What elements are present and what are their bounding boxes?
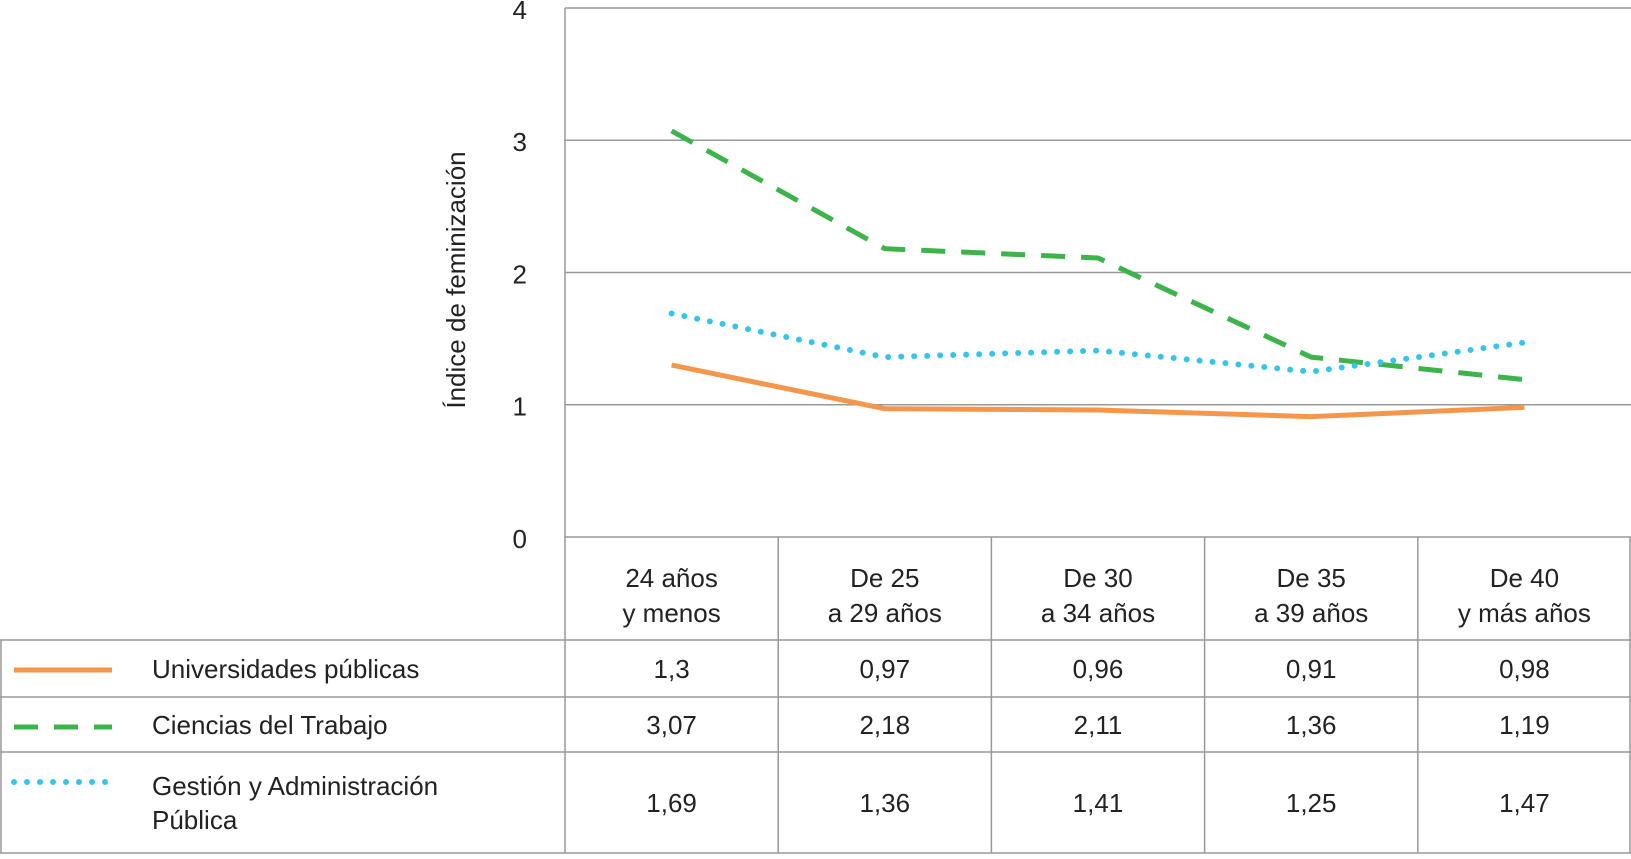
table-value: 0,96 (1072, 653, 1124, 684)
table-value: 1,47 (1499, 787, 1550, 818)
legend-label: Ciencias del Trabajo (152, 709, 388, 740)
x-tick-label-line: De 40 (1490, 563, 1559, 593)
series-line (671, 362, 1525, 420)
y-tick-label: 0 (513, 524, 527, 554)
x-tick-label-line: De 25 (850, 563, 919, 593)
series-line (670, 128, 1525, 383)
table-value: 1,19 (1499, 709, 1550, 740)
x-tick-label-line: De 30 (1063, 563, 1132, 593)
table-value: 1,36 (859, 787, 911, 818)
table-value: 3,07 (646, 709, 697, 740)
legend-label: Gestión y Administración Pública (152, 770, 439, 835)
x-tick-label-line: 24 años (625, 563, 718, 593)
legend-label: Universidades públicas (152, 653, 420, 684)
x-tick-label: De 30 a 34 años (1041, 563, 1155, 628)
x-tick-label-line: a 34 años (1041, 598, 1155, 628)
table-value: 1,69 (646, 787, 697, 818)
x-tick-label: De 25 a 29 años (828, 563, 942, 628)
x-tick-label: De 40 y más años (1458, 563, 1591, 628)
table-value: 1,25 (1285, 787, 1337, 818)
x-tick-label-line: De 35 (1277, 563, 1346, 593)
y-tick-label: 4 (513, 0, 527, 25)
x-tick-label-line: a 39 años (1254, 598, 1368, 628)
x-tick-label-line: y más años (1458, 598, 1591, 628)
y-tick-label: 3 (513, 127, 527, 157)
table-value: 0,91 (1285, 653, 1337, 684)
x-tick-label: De 35 a 39 años (1254, 563, 1368, 628)
x-tick-label: 24 años y menos (622, 563, 720, 628)
table-value: 2,11 (1073, 709, 1123, 740)
y-tick-label: 2 (513, 259, 527, 289)
table-value: 2,18 (859, 709, 911, 740)
table-value: 1,3 (653, 653, 690, 684)
table-value: 0,97 (859, 653, 911, 684)
table-value: 1,36 (1285, 709, 1337, 740)
y-tick-label: 1 (513, 392, 527, 422)
y-axis-title: Índice de feminización (441, 151, 471, 408)
x-tick-label-line: a 29 años (828, 598, 942, 628)
series-line (668, 310, 1528, 375)
table-value: 1,41 (1072, 787, 1124, 818)
x-tick-label-line: y menos (622, 598, 720, 628)
table-value: 0,98 (1499, 653, 1550, 684)
